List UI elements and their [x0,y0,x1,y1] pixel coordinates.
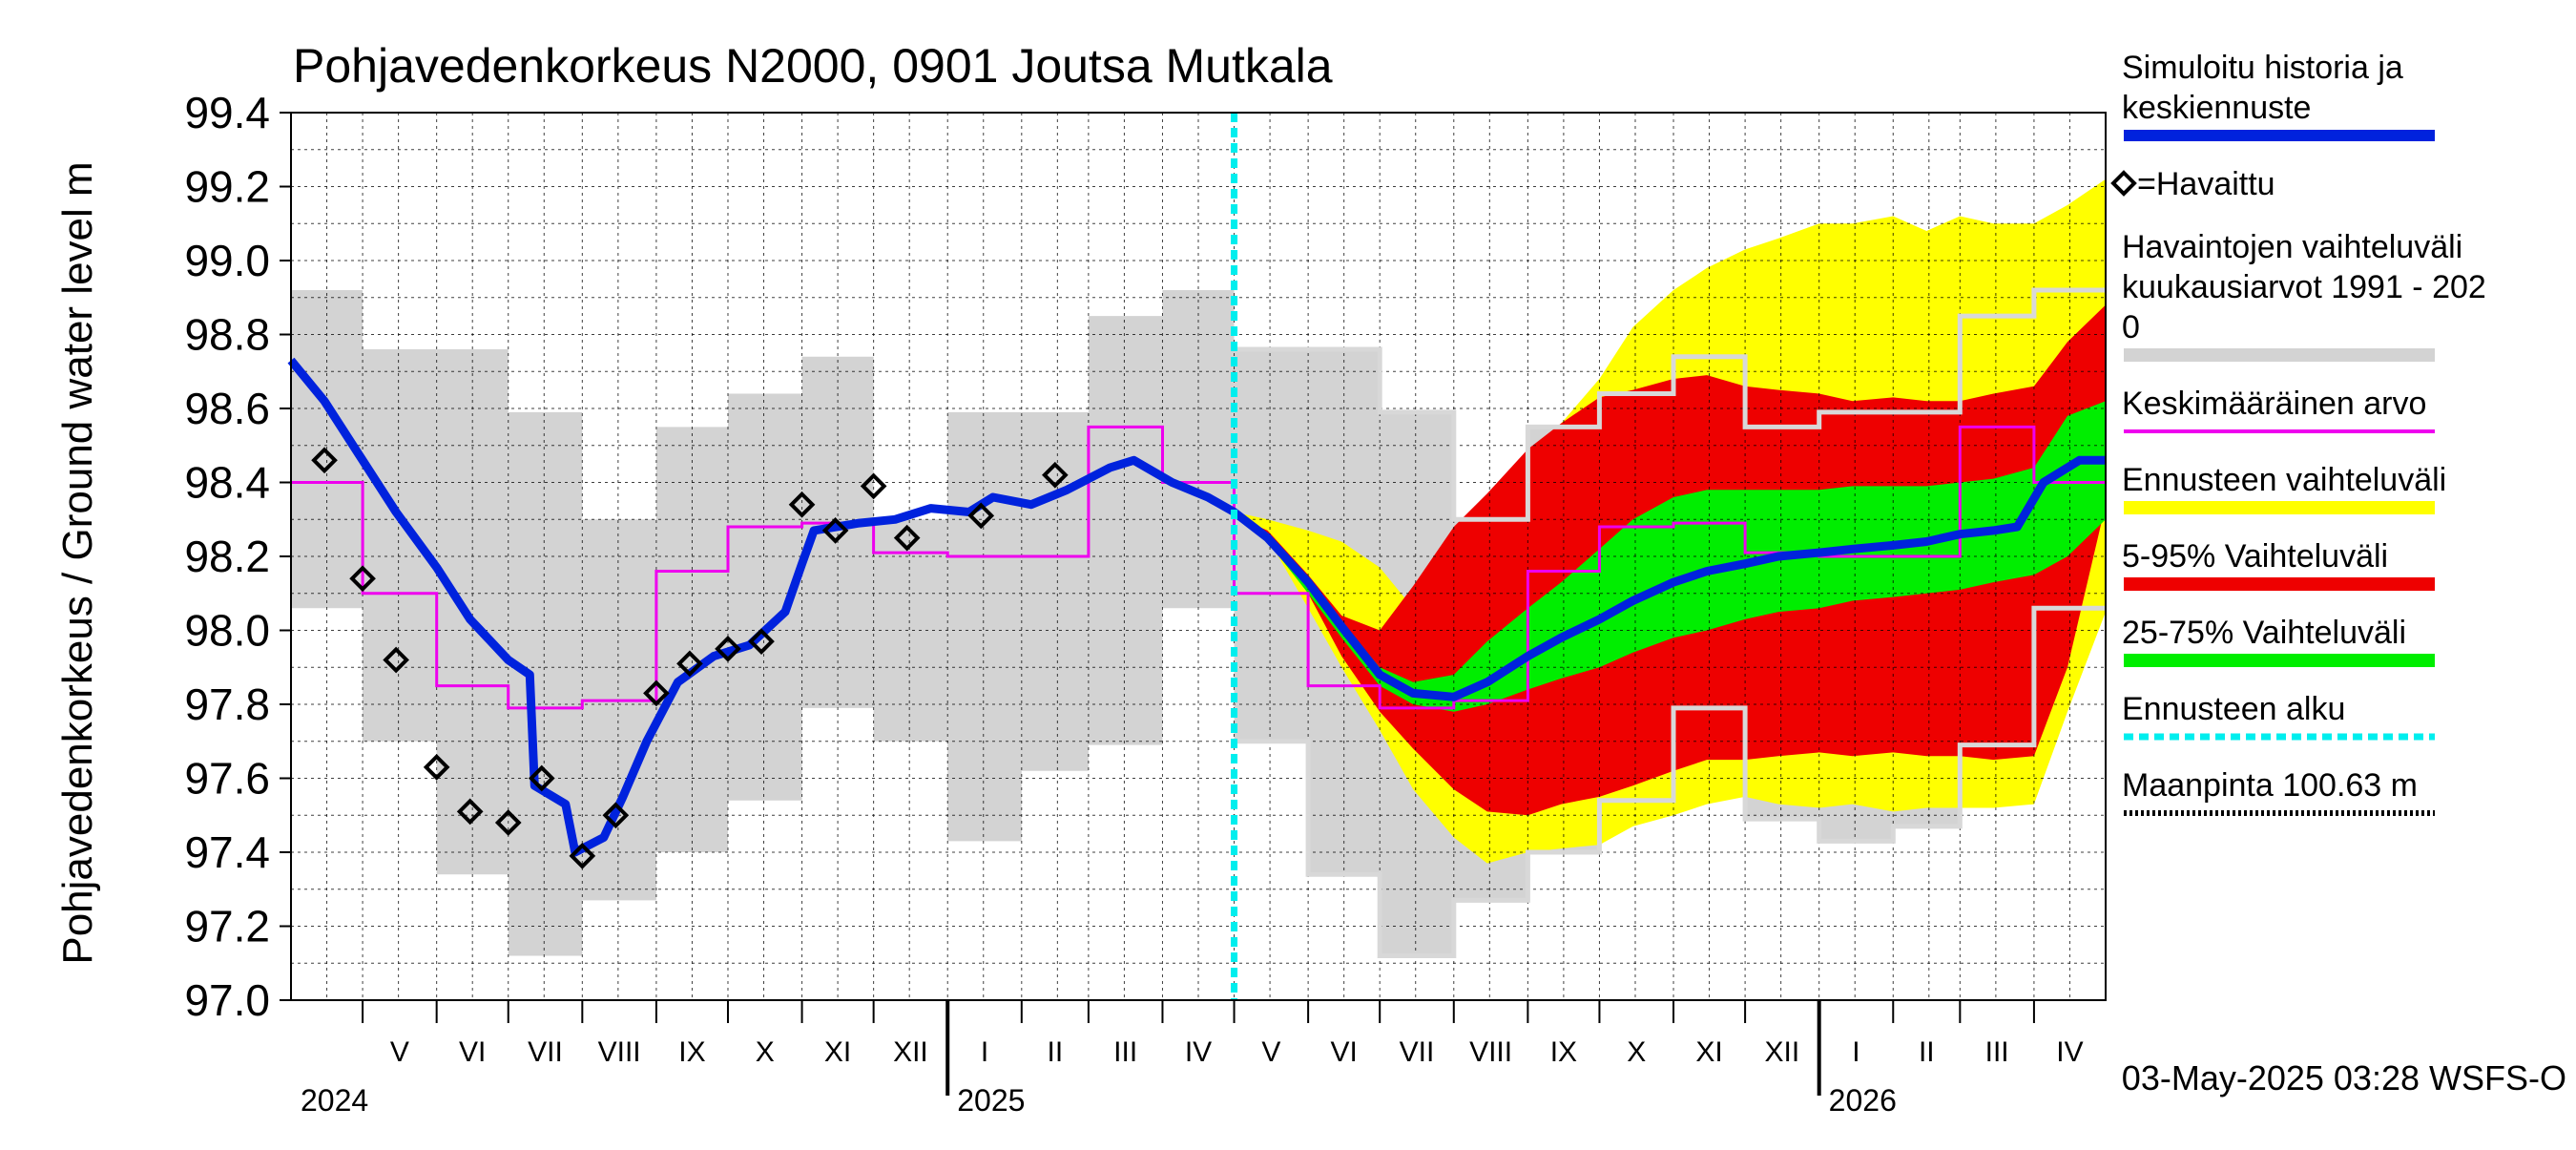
legend-label-0-1: keskiennuste [2122,90,2311,126]
legend-label-8-0: Maanpinta 100.63 m [2122,767,2418,804]
mean-line [291,425,2106,710]
observed-point-1 [349,565,376,593]
y-tick-label-5: 98.0 [184,606,270,656]
observed-point-4 [456,798,484,826]
x-month-label-16: IX [1550,1036,1577,1068]
legend-label-1-0: =Havaittu [2137,166,2275,202]
legend-label-7-0: Ennusteen alku [2122,691,2345,727]
y-tick-label-0: 97.0 [184,975,270,1025]
y-axis-label: Pohjavedenkorkeus / Ground water level m [54,161,101,964]
y-tick-label-12: 99.4 [184,88,270,137]
observed-point-9 [643,680,670,707]
observed-point-3 [423,754,450,781]
x-month-label-2: VII [528,1036,563,1068]
legend-label-2-2: 0 [2122,309,2140,345]
observed-point-8 [602,802,630,829]
legend-label-4-0: Ennusteen vaihteluväli [2122,462,2446,498]
simulated-line [287,357,2106,857]
observed-point-11 [715,636,741,662]
x-month-label-20: I [1852,1036,1859,1068]
x-month-label-22: III [1985,1036,2009,1068]
y-tick-label-3: 97.6 [184,754,270,804]
x-month-label-15: VIII [1469,1036,1512,1068]
hist-range-2 [436,349,509,875]
x-year-label-1: 2025 [957,1083,1025,1118]
y-tick-label-1: 97.2 [184,902,270,951]
y-tick-label-2: 97.4 [184,827,270,877]
observed-point-12 [748,628,775,655]
x-month-label-7: XII [893,1036,928,1068]
observed-point-5 [494,809,522,836]
observed-point-7 [569,843,596,869]
legend-label-0-0: Simuloitu historia ja [2122,50,2403,86]
x-month-label-18: XI [1695,1036,1722,1068]
x-month-label-11: IV [1185,1036,1212,1068]
legend: Simuloitu historia ja keskiennuste =Havait… [2110,50,2486,816]
hist-range-10 [1021,411,1089,771]
observed-point-6 [528,764,555,792]
x-month-label-4: IX [678,1036,705,1068]
x-month-label-19: XII [1765,1036,1800,1068]
observed-point-0 [311,447,338,474]
legend-label-5-0: 5-95% Vaihteluväli [2122,538,2388,575]
x-month-label-13: VI [1330,1036,1357,1068]
x-month-label-1: VI [459,1036,486,1068]
observed-point-10 [676,650,703,678]
y-tick-label-10: 99.0 [184,236,270,285]
legend-label-2-0: Havaintojen vaihteluväli [2122,229,2462,265]
y-tick-label-6: 98.2 [184,532,270,581]
x-month-label-3: VIII [598,1036,641,1068]
x-month-label-14: VII [1400,1036,1435,1068]
x-month-label-6: XI [824,1036,851,1068]
x-month-label-10: III [1113,1036,1137,1068]
legend-label-6-0: 25-75% Vaihteluväli [2122,615,2406,651]
chart-title: Pohjavedenkorkeus N2000, 0901 Joutsa Mut… [293,39,1333,93]
y-tick-label-9: 98.8 [184,310,270,360]
lines-layer [287,113,2106,1000]
x-month-label-9: II [1048,1036,1064,1068]
y-tick-label-7: 98.4 [184,458,270,508]
x-year-label-0: 2024 [301,1083,368,1118]
x-month-label-23: IV [2056,1036,2083,1068]
x-month-label-0: V [390,1036,409,1068]
axes-layer: 97.0 97.2 97.4 97.6 97.8 98.0 98.2 98.4 98.6 98.8… [184,88,2107,1118]
observed-point-13 [788,491,816,518]
y-tick-label-11: 99.2 [184,162,270,212]
hist-range-lower-edge [1234,605,2106,958]
observed-point-17 [967,502,995,530]
hist-range-3 [508,411,583,956]
hist-range-4 [582,519,656,901]
x-month-label-21: II [1919,1036,1935,1068]
x-month-label-8: I [981,1036,988,1068]
legend-label-2-1: kuukausiarvot 1991 - 202 [2122,269,2486,305]
hist-range-9 [947,411,1022,842]
legend-label-3-0: Keskimääräinen arvo [2122,386,2426,422]
legend-swatch-1 [2110,170,2137,197]
observed-point-15 [860,472,887,500]
footer-timestamp: 03-May-2025 03:28 WSFS-O [2122,1058,2566,1098]
observed-point-2 [383,646,409,674]
observed-point-16 [893,524,921,552]
x-year-label-2: 2026 [1829,1083,1897,1118]
y-tick-label-4: 97.8 [184,680,270,729]
x-month-label-17: X [1627,1036,1646,1068]
forecast-band-2 [1234,401,2106,712]
y-tick-label-8: 98.6 [184,384,270,433]
x-month-label-5: X [756,1036,775,1068]
hist-range-upper-edge [1234,287,2106,522]
observed-point-18 [1042,461,1069,489]
hist-range-11 [1088,316,1163,745]
observed-point-14 [821,517,849,544]
x-month-label-12: V [1261,1036,1280,1068]
